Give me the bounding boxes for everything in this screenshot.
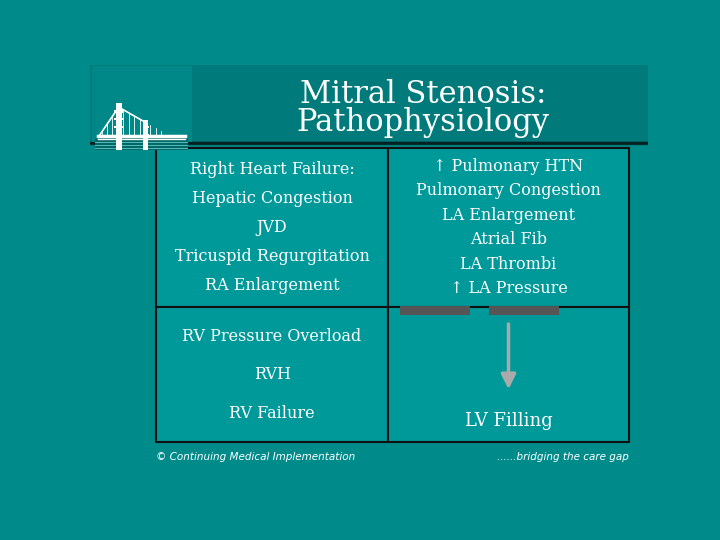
Text: RA Enlargement: RA Enlargement (204, 277, 339, 294)
Text: Pathophysiology: Pathophysiology (297, 107, 550, 138)
Bar (114, 118, 123, 120)
Text: ......bridging the care gap: ......bridging the care gap (497, 453, 629, 462)
Bar (400, 306, 469, 315)
Bar (90, 142, 648, 144)
Bar (489, 306, 559, 315)
Bar (388, 148, 629, 307)
Bar (91, 66, 192, 142)
Bar (143, 134, 149, 136)
Text: RV Failure: RV Failure (229, 404, 315, 422)
Bar (116, 103, 122, 150)
Text: JVD: JVD (257, 219, 287, 236)
Text: LA Thrombi: LA Thrombi (460, 256, 557, 273)
Bar (90, 142, 648, 143)
Text: Pulmonary Congestion: Pulmonary Congestion (416, 183, 601, 199)
Bar (143, 126, 149, 128)
Bar (156, 307, 388, 442)
Text: Tricuspid Regurgitation: Tricuspid Regurgitation (175, 248, 369, 265)
Bar (114, 126, 123, 128)
Text: RV Pressure Overload: RV Pressure Overload (182, 328, 361, 345)
Text: ↑ LA Pressure: ↑ LA Pressure (449, 280, 567, 298)
Text: Right Heart Failure:: Right Heart Failure: (190, 161, 354, 178)
Bar (143, 120, 148, 150)
Bar (96, 138, 189, 150)
Text: LA Enlargement: LA Enlargement (442, 207, 575, 224)
Text: Atrial Fib: Atrial Fib (470, 232, 547, 248)
Bar (114, 110, 123, 112)
Text: LV Filling: LV Filling (464, 411, 552, 429)
Text: Hepatic Congestion: Hepatic Congestion (192, 190, 353, 207)
Bar (90, 65, 648, 142)
Bar (388, 307, 629, 442)
Text: © Continuing Medical Implementation: © Continuing Medical Implementation (156, 453, 355, 462)
Text: Mitral Stenosis:: Mitral Stenosis: (300, 78, 546, 110)
Text: RVH: RVH (253, 366, 291, 383)
Text: ↑ Pulmonary HTN: ↑ Pulmonary HTN (433, 158, 584, 175)
Bar (156, 148, 388, 307)
